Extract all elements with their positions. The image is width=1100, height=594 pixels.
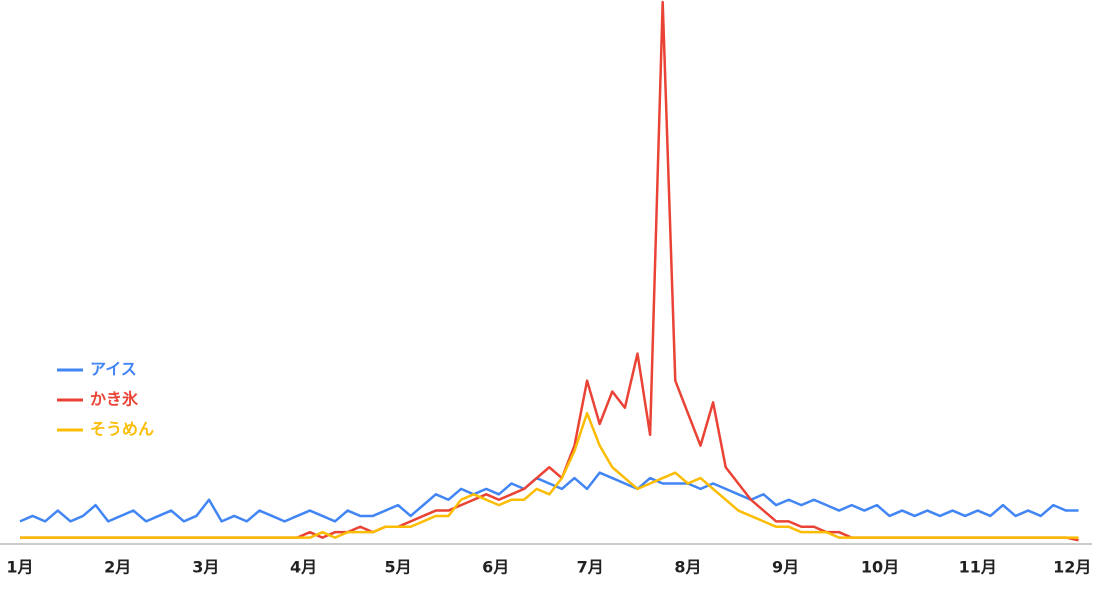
- x-tick-label: 5月: [384, 558, 411, 577]
- legend-label: アイス: [90, 360, 137, 379]
- series-line: [20, 411, 1079, 539]
- x-tick-label: 11月: [959, 558, 997, 577]
- x-tick-label: 4月: [290, 558, 317, 577]
- x-tick-label: 9月: [772, 558, 799, 577]
- x-tick-label: 10月: [861, 558, 899, 577]
- legend-label: かき氷: [90, 390, 139, 409]
- x-tick-label: 6月: [482, 558, 509, 577]
- x-tick-label: 3月: [192, 558, 219, 577]
- x-tick-label: 12月: [1053, 558, 1091, 577]
- x-tick-label: 2月: [104, 558, 131, 577]
- series-line: [20, 0, 1079, 542]
- x-tick-label: 7月: [577, 558, 604, 577]
- x-tick-label: 1月: [6, 558, 33, 577]
- x-tick-label: 8月: [674, 558, 701, 577]
- series-line: [19, 471, 1079, 523]
- legend-label: そうめん: [90, 420, 154, 439]
